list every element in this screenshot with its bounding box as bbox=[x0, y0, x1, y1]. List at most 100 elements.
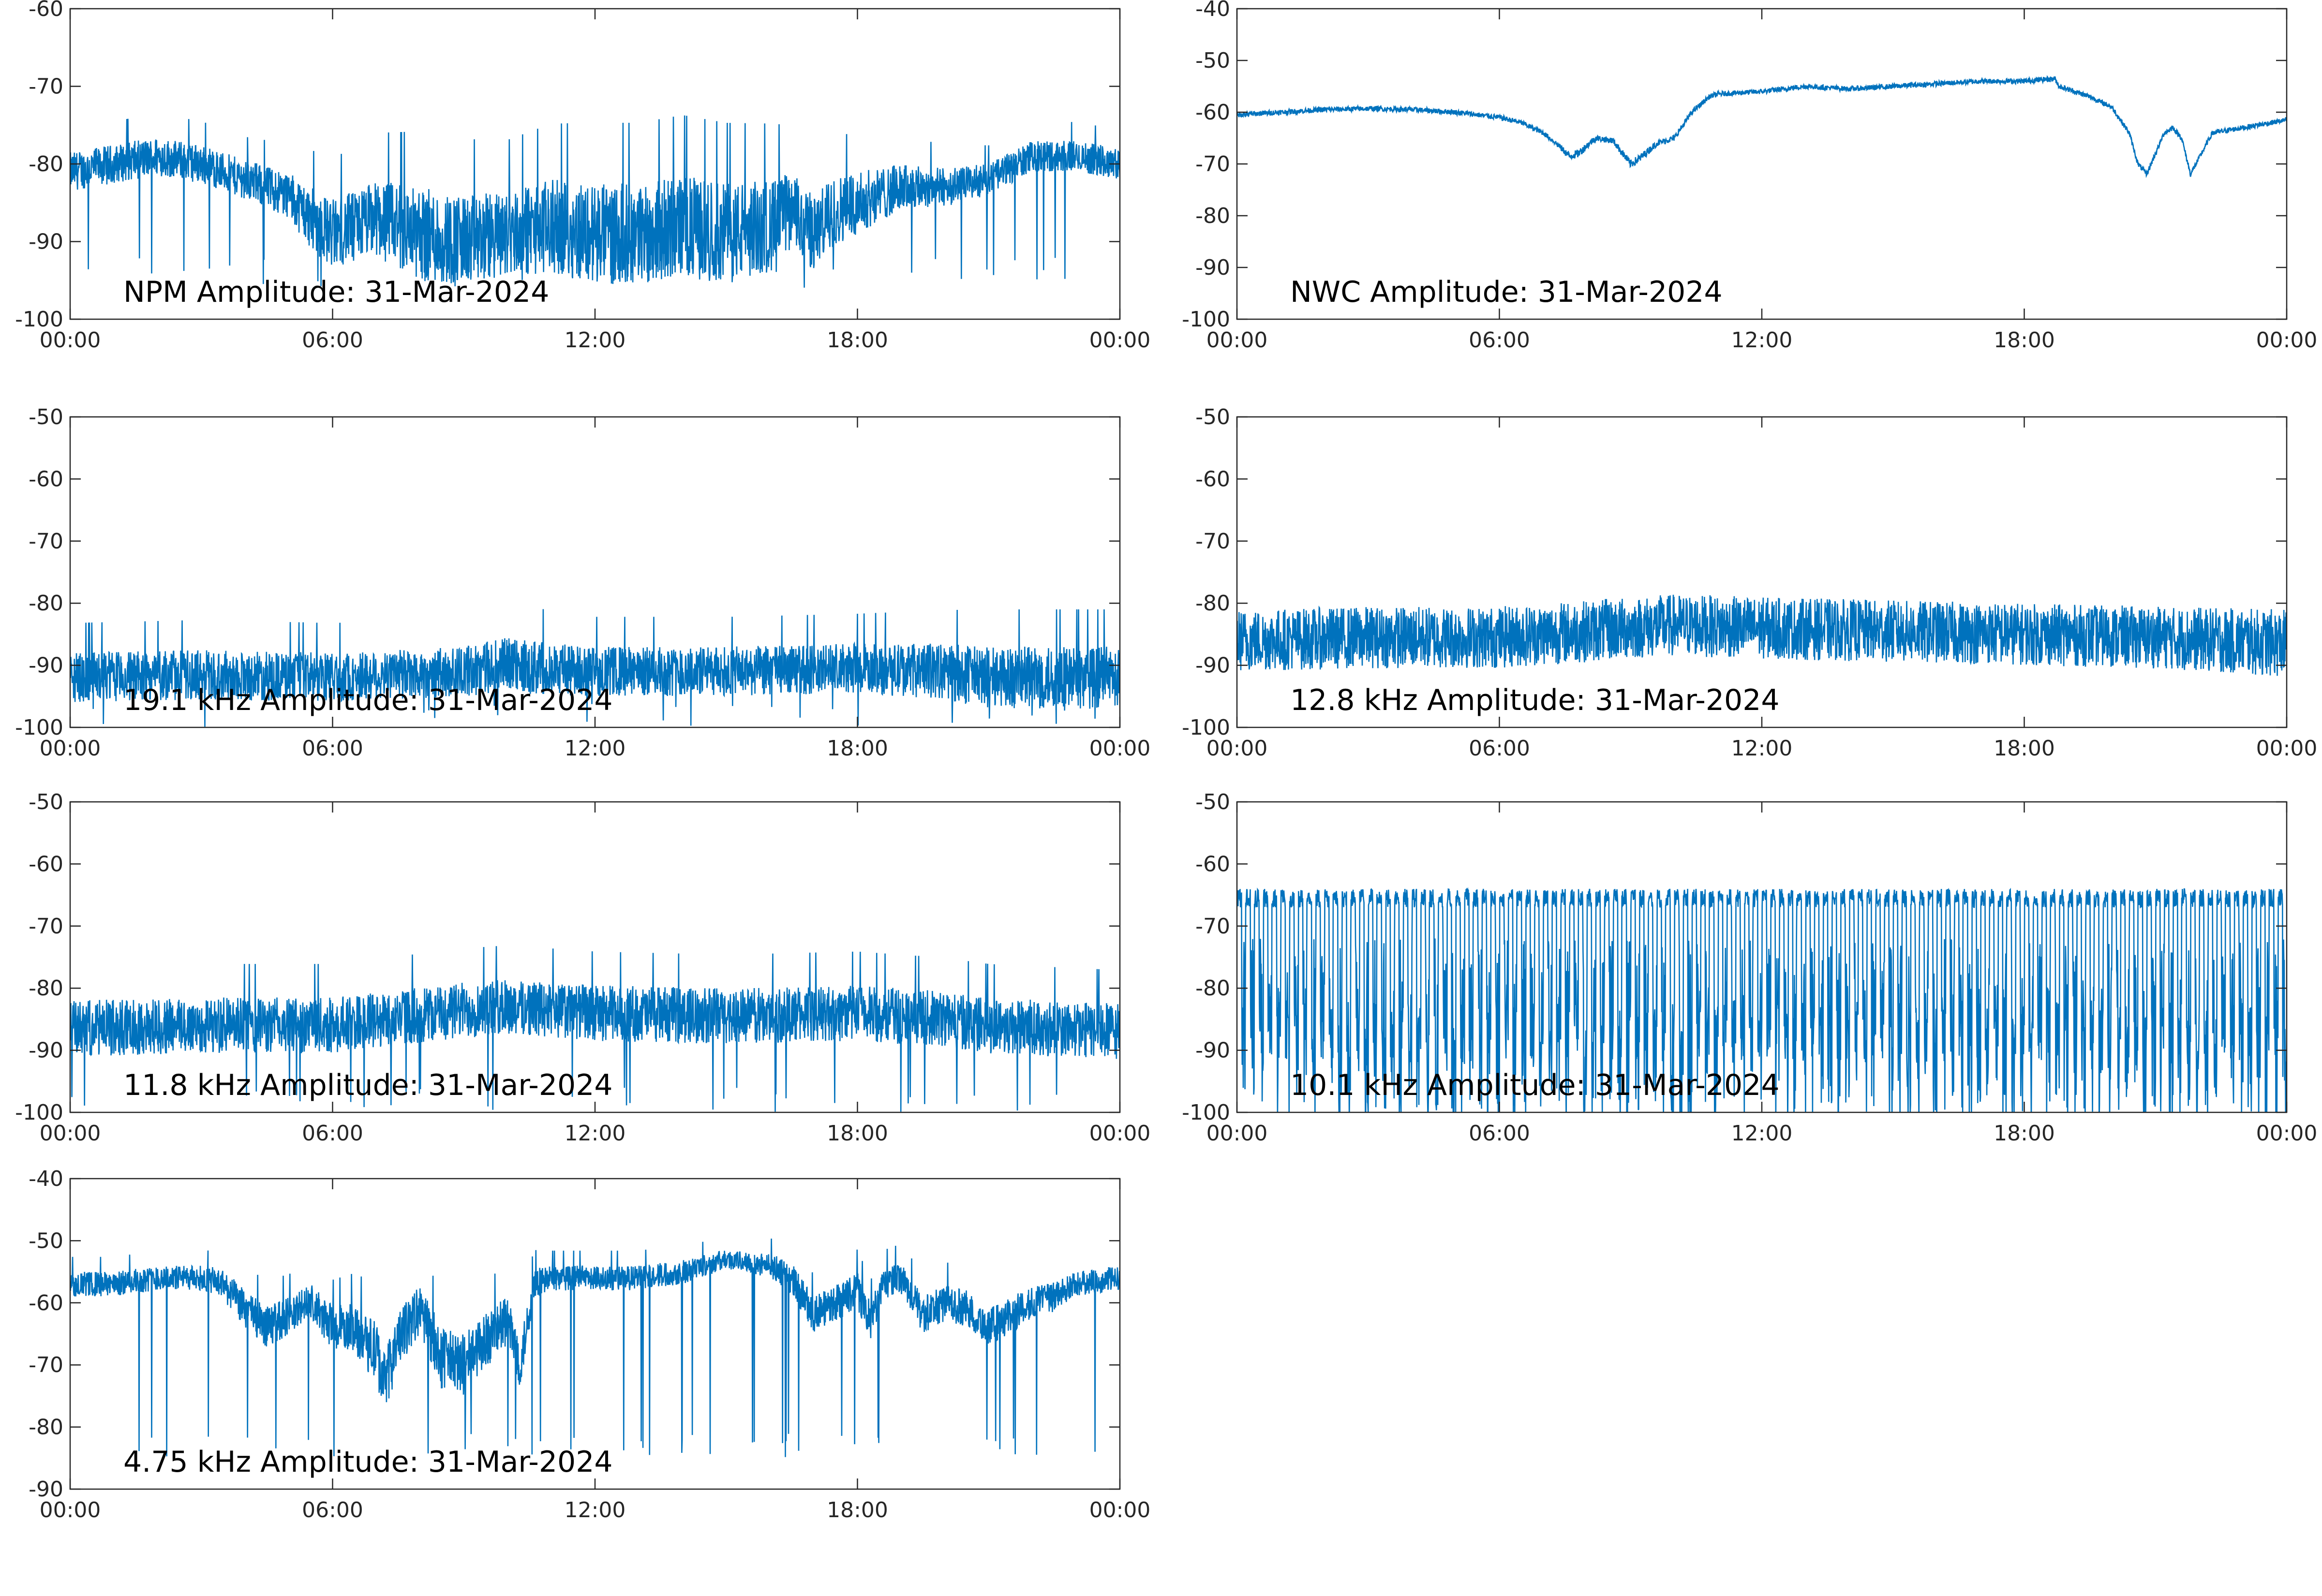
panel-title: 12.8 kHz Amplitude: 31-Mar-2024 bbox=[1290, 683, 1780, 717]
y-tick-label: -50 bbox=[29, 405, 63, 429]
x-tick-label: 06:00 bbox=[302, 328, 363, 353]
x-tick-label: 00:00 bbox=[1089, 1498, 1151, 1522]
y-tick-label: -90 bbox=[29, 230, 63, 254]
panel-title: 11.8 kHz Amplitude: 31-Mar-2024 bbox=[123, 1068, 613, 1102]
y-tick-label: -70 bbox=[1195, 914, 1230, 939]
y-tick-label: -60 bbox=[1195, 467, 1230, 491]
x-tick-label: 12:00 bbox=[1731, 1121, 1793, 1146]
y-tick-label: -80 bbox=[29, 591, 63, 616]
y-tick-label: -70 bbox=[29, 74, 63, 99]
y-tick-label: -90 bbox=[29, 1477, 63, 1502]
x-tick-label: 18:00 bbox=[827, 1121, 888, 1146]
y-tick-label: -50 bbox=[1195, 48, 1230, 73]
panel-title: 10.1 kHz Amplitude: 31-Mar-2024 bbox=[1290, 1068, 1780, 1102]
x-tick-label: 12:00 bbox=[1731, 328, 1793, 353]
series-line bbox=[1237, 887, 2287, 1112]
y-tick-label: -90 bbox=[29, 653, 63, 678]
x-tick-label: 00:00 bbox=[1206, 328, 1268, 353]
y-tick-label: -100 bbox=[1182, 715, 1230, 740]
y-tick-label: -60 bbox=[29, 467, 63, 491]
x-tick-label: 00:00 bbox=[1206, 736, 1268, 761]
y-tick-label: -70 bbox=[1195, 529, 1230, 554]
y-tick-label: -60 bbox=[29, 1291, 63, 1315]
x-tick-label: 00:00 bbox=[40, 1498, 101, 1522]
x-tick-label: 00:00 bbox=[40, 1121, 101, 1146]
panel-title: NPM Amplitude: 31-Mar-2024 bbox=[123, 275, 549, 309]
y-tick-label: -50 bbox=[1195, 790, 1230, 814]
x-tick-label: 18:00 bbox=[1994, 736, 2055, 761]
y-tick-label: -70 bbox=[1195, 152, 1230, 177]
x-tick-label: 12:00 bbox=[565, 1121, 626, 1146]
series-line bbox=[70, 115, 1120, 288]
y-tick-label: -60 bbox=[1195, 852, 1230, 876]
y-tick-label: -100 bbox=[15, 715, 63, 740]
y-tick-label: -80 bbox=[1195, 591, 1230, 616]
panel-title: NWC Amplitude: 31-Mar-2024 bbox=[1290, 275, 1723, 309]
x-tick-label: 12:00 bbox=[565, 736, 626, 761]
x-tick-label: 18:00 bbox=[827, 1498, 888, 1522]
y-tick-label: -90 bbox=[29, 1038, 63, 1063]
panel-title: 4.75 kHz Amplitude: 31-Mar-2024 bbox=[123, 1445, 613, 1479]
x-tick-label: 18:00 bbox=[1994, 328, 2055, 353]
x-tick-label: 12:00 bbox=[565, 328, 626, 353]
y-tick-label: -90 bbox=[1195, 1038, 1230, 1063]
y-tick-label: -100 bbox=[15, 1100, 63, 1125]
x-tick-label: 00:00 bbox=[2256, 328, 2318, 353]
x-tick-label: 06:00 bbox=[302, 1498, 363, 1522]
y-tick-label: -40 bbox=[1195, 0, 1230, 21]
y-tick-label: -60 bbox=[29, 852, 63, 876]
x-tick-label: 06:00 bbox=[1469, 328, 1530, 353]
x-tick-label: 06:00 bbox=[302, 736, 363, 761]
x-tick-label: 00:00 bbox=[1089, 736, 1151, 761]
series-line bbox=[1237, 594, 2287, 676]
series-line bbox=[70, 1238, 1120, 1457]
y-tick-label: -90 bbox=[1195, 255, 1230, 280]
y-tick-label: -70 bbox=[29, 1353, 63, 1377]
y-tick-label: -70 bbox=[29, 529, 63, 554]
y-tick-label: -90 bbox=[1195, 653, 1230, 678]
x-tick-label: 00:00 bbox=[1089, 1121, 1151, 1146]
y-tick-label: -80 bbox=[29, 1415, 63, 1440]
panel-title: 19.1 kHz Amplitude: 31-Mar-2024 bbox=[123, 683, 613, 717]
y-tick-label: -70 bbox=[29, 914, 63, 939]
y-tick-label: -80 bbox=[1195, 204, 1230, 228]
series-line bbox=[70, 609, 1120, 727]
y-tick-label: -40 bbox=[29, 1167, 63, 1191]
x-tick-label: 18:00 bbox=[827, 328, 888, 353]
x-tick-label: 06:00 bbox=[1469, 1121, 1530, 1146]
x-tick-label: 00:00 bbox=[2256, 736, 2318, 761]
x-tick-label: 12:00 bbox=[1731, 736, 1793, 761]
y-tick-label: -100 bbox=[1182, 307, 1230, 332]
x-tick-label: 06:00 bbox=[302, 1121, 363, 1146]
x-tick-label: 00:00 bbox=[2256, 1121, 2318, 1146]
x-tick-label: 06:00 bbox=[1469, 736, 1530, 761]
x-tick-label: 00:00 bbox=[1206, 1121, 1268, 1146]
y-tick-label: -50 bbox=[29, 1228, 63, 1253]
y-tick-label: -60 bbox=[1195, 100, 1230, 125]
x-tick-label: 00:00 bbox=[1089, 328, 1151, 353]
x-tick-label: 00:00 bbox=[40, 328, 101, 353]
x-tick-label: 18:00 bbox=[827, 736, 888, 761]
series-line bbox=[70, 946, 1120, 1112]
x-tick-label: 00:00 bbox=[40, 736, 101, 761]
x-tick-label: 18:00 bbox=[1994, 1121, 2055, 1146]
series-line bbox=[1237, 75, 2287, 178]
y-tick-label: -50 bbox=[29, 790, 63, 814]
y-tick-label: -50 bbox=[1195, 405, 1230, 429]
y-tick-label: -80 bbox=[29, 152, 63, 177]
x-tick-label: 12:00 bbox=[565, 1498, 626, 1522]
y-tick-label: -100 bbox=[15, 307, 63, 332]
y-tick-label: -80 bbox=[29, 976, 63, 1001]
y-tick-label: -100 bbox=[1182, 1100, 1230, 1125]
y-tick-label: -80 bbox=[1195, 976, 1230, 1001]
y-tick-label: -60 bbox=[29, 0, 63, 21]
